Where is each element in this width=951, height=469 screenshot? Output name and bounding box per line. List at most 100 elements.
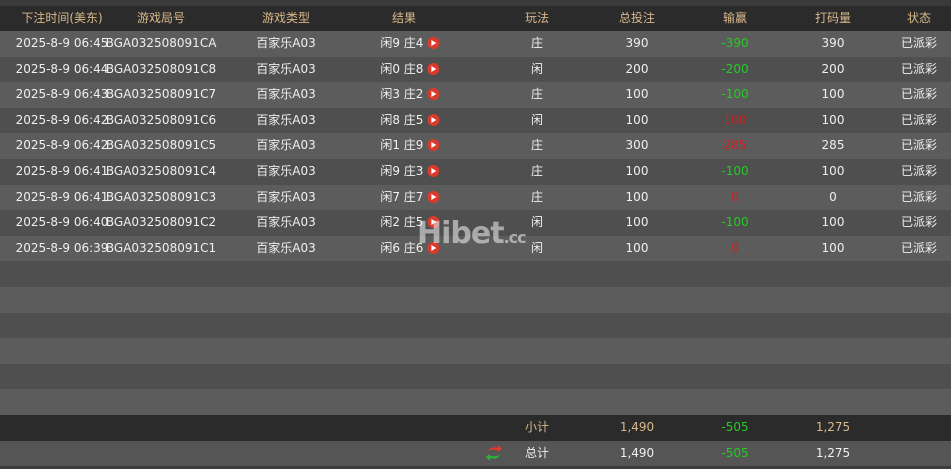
bet-type: 庄 — [531, 82, 543, 108]
refresh-icon[interactable] — [485, 441, 503, 467]
status-text: 已派彩 — [900, 61, 938, 76]
status: 已派彩 — [901, 159, 937, 185]
header-game-type: 游戏类型 — [261, 11, 311, 25]
status-text: 已派彩 — [900, 215, 938, 230]
table-row: 2025-8-9 06:42 BGA032508091C6 百家乐A03 闲8 庄5 闲… — [0, 107, 951, 134]
round-id-text: BGA032508091C8 — [105, 61, 217, 76]
round-id: BGA032508091C8 — [106, 57, 216, 83]
bet-type-text: 闲 — [530, 240, 544, 255]
header-total-bet: 总投注 — [618, 11, 656, 25]
play-replay-icon[interactable] — [427, 216, 440, 229]
bet-time-text: 2025-8-9 06:39 — [15, 240, 109, 255]
round-id-text: BGA032508091C1 — [105, 240, 217, 255]
game-type-text: 百家乐A03 — [256, 215, 316, 230]
round-id-text: BGA032508091C4 — [105, 163, 217, 178]
total-bet-text: 100 — [625, 87, 649, 102]
round-id: BGA032508091CA — [106, 31, 217, 57]
status: 已派彩 — [901, 108, 937, 134]
empty-row — [0, 389, 951, 415]
game-type: 百家乐A03 — [256, 133, 315, 159]
total-turnover: 1,275 — [815, 445, 851, 460]
bet-time: 2025-8-9 06:40 — [16, 210, 109, 236]
play-replay-icon[interactable] — [427, 37, 440, 49]
status: 已派彩 — [901, 210, 937, 236]
round-id: BGA032508091C5 — [106, 133, 216, 159]
bet-time-text: 2025-8-9 06:43 — [15, 87, 109, 102]
turnover: 100 — [822, 82, 845, 108]
total-bet-text: 100 — [625, 163, 649, 178]
result-text: 闲7 庄7 — [380, 189, 424, 204]
round-id-text: BGA032508091C3 — [105, 189, 217, 204]
play-replay-icon[interactable] — [427, 139, 440, 152]
header-round-id: 游戏局号 — [136, 11, 186, 25]
bet-type-text: 庄 — [530, 87, 544, 102]
win-loss-text: -200 — [721, 61, 749, 76]
bet-time: 2025-8-9 06:44 — [16, 57, 109, 83]
total-bet: 1,490 — [619, 445, 655, 460]
game-type-text: 百家乐A03 — [256, 163, 316, 178]
total-row: 总计 1,490 -505 1,275 — [0, 440, 951, 467]
table-row: 2025-8-9 06:41 BGA032508091C4 百家乐A03 闲9 庄3 庄… — [0, 158, 951, 185]
bet-time: 2025-8-9 06:45 — [16, 31, 109, 57]
play-replay-icon[interactable] — [427, 62, 440, 75]
bet-time-text: 2025-8-9 06:42 — [15, 112, 109, 127]
bet-time: 2025-8-9 06:43 — [16, 82, 109, 108]
bet-time: 2025-8-9 06:41 — [16, 159, 109, 185]
result: 闲2 庄5 — [380, 210, 440, 236]
bet-type-text: 闲 — [530, 61, 544, 76]
game-type-text: 百家乐A03 — [256, 87, 316, 102]
bet-time: 2025-8-9 06:41 — [16, 185, 109, 211]
result-text: 闲6 庄6 — [380, 240, 424, 255]
total-bet: 100 — [626, 82, 649, 108]
bet-type-text: 庄 — [530, 138, 544, 153]
play-replay-icon[interactable] — [427, 164, 440, 177]
win-loss-text: 100 — [723, 112, 747, 127]
win-loss-text: 0 — [731, 189, 739, 204]
empty-row — [0, 261, 951, 287]
round-id-text: BGA032508091CA — [105, 36, 217, 50]
total-bet: 300 — [626, 133, 649, 159]
result-text: 闲8 庄5 — [380, 112, 424, 127]
result: 闲6 庄6 — [380, 236, 440, 262]
play-replay-icon[interactable] — [427, 241, 440, 254]
subtotal-turnover: 1,275 — [815, 419, 851, 434]
game-type-text: 百家乐A03 — [256, 61, 316, 76]
table-header: 下注时间(美东) 游戏局号 游戏类型 结果 玩法 总投注 输赢 打码量 状态 — [0, 6, 951, 31]
bet-type: 闲 — [531, 236, 543, 262]
bet-type: 庄 — [531, 31, 543, 57]
table-row: 2025-8-9 06:39 BGA032508091C1 百家乐A03 闲6 庄6 闲… — [0, 235, 951, 262]
turnover: 100 — [822, 108, 845, 134]
turnover-text: 390 — [821, 36, 845, 50]
bet-history-table: 下注时间(美东) 游戏局号 游戏类型 结果 玩法 总投注 输赢 打码量 状态 2025-8-9 0… — [0, 6, 951, 467]
total-bet: 100 — [626, 236, 649, 262]
play-replay-icon[interactable] — [427, 113, 440, 126]
turnover: 285 — [822, 133, 845, 159]
bet-type: 庄 — [531, 159, 543, 185]
total-bet-text: 390 — [625, 36, 649, 50]
header-status: 状态 — [906, 11, 932, 25]
game-type-text: 百家乐A03 — [256, 112, 316, 127]
total-bet-text: 300 — [625, 138, 649, 153]
bet-type: 闲 — [531, 210, 543, 236]
table-row: 2025-8-9 06:45 BGA032508091CA 百家乐A03 闲9 庄4 庄… — [0, 31, 951, 57]
play-replay-icon[interactable] — [427, 88, 440, 101]
table-row: 2025-8-9 06:41 BGA032508091C3 百家乐A03 闲7 庄7 庄… — [0, 184, 951, 211]
game-type-text: 百家乐A03 — [256, 36, 316, 50]
round-id: BGA032508091C6 — [106, 108, 216, 134]
empty-row — [0, 338, 951, 364]
win-loss-text: -100 — [721, 87, 749, 102]
subtotal-label: 小计 — [524, 419, 550, 434]
header-win-loss: 输赢 — [722, 11, 748, 25]
status: 已派彩 — [901, 57, 937, 83]
win-loss: -390 — [721, 31, 748, 57]
result: 闲0 庄8 — [380, 57, 440, 83]
bet-type: 庄 — [531, 133, 543, 159]
top-strip — [0, 0, 951, 6]
empty-row — [0, 286, 951, 313]
result: 闲9 庄3 — [380, 159, 440, 185]
bet-type-text: 庄 — [530, 189, 544, 204]
result: 闲7 庄7 — [380, 185, 440, 211]
total-bet: 100 — [626, 108, 649, 134]
play-replay-icon[interactable] — [427, 190, 440, 203]
total-bet: 100 — [626, 185, 649, 211]
